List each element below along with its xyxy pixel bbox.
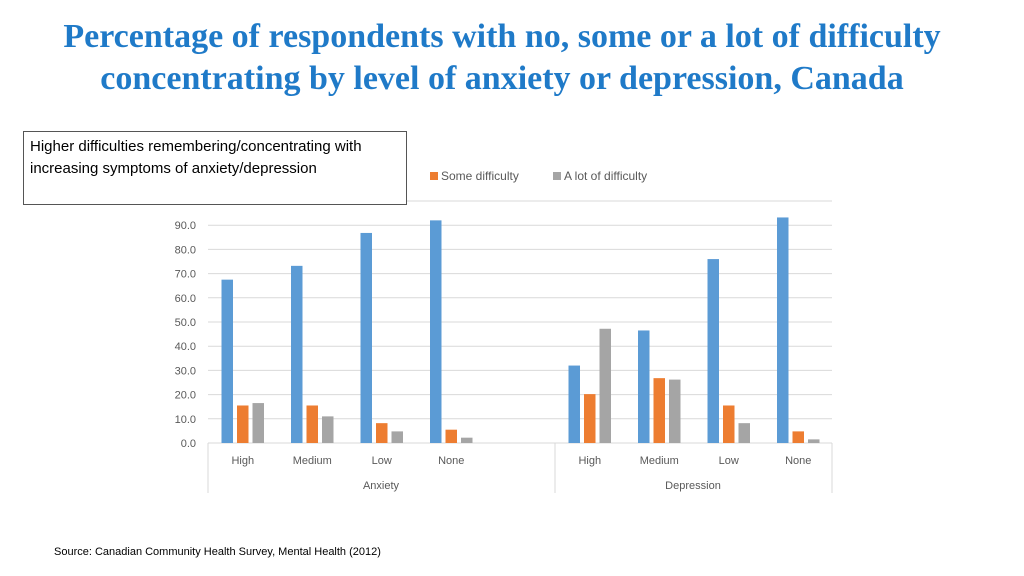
bar (792, 431, 804, 443)
bar (808, 439, 820, 443)
bar (669, 379, 681, 443)
bar (360, 232, 372, 443)
category-label: Medium (640, 455, 679, 467)
y-tick-label: 0.0 (181, 438, 196, 450)
series-a-lot-of-difficulty (252, 328, 820, 443)
bar (445, 429, 457, 443)
category-label: High (231, 455, 254, 467)
bar (707, 259, 719, 443)
group-label: Anxiety (363, 480, 400, 492)
bars (221, 217, 820, 443)
bar (777, 217, 789, 443)
bar (638, 330, 650, 443)
x-axis: High Medium Low None Anxiety High Medium Low Non… (207, 443, 833, 493)
category-label: None (785, 455, 811, 467)
grid-lines (208, 200, 832, 444)
y-tick-label: 60.0 (175, 293, 196, 305)
bar (376, 423, 388, 443)
bar (252, 403, 264, 443)
category-label: Medium (293, 455, 332, 467)
category-label: None (438, 455, 464, 467)
chart-title: Percentage of respondents with no, some … (63, 18, 941, 97)
bar (584, 394, 596, 443)
legend-label: A lot of difficulty (564, 169, 647, 183)
bar (391, 431, 403, 443)
bar (461, 437, 473, 443)
bar (306, 405, 318, 443)
y-tick-label: 20.0 (175, 390, 196, 402)
bar (322, 416, 334, 443)
y-tick-label: 40.0 (175, 341, 196, 353)
bar (723, 405, 735, 443)
bar (221, 279, 233, 443)
callout-box: Higher difficulties remembering/concentr… (23, 131, 407, 205)
bar (430, 220, 442, 443)
bar (599, 328, 611, 443)
category-label: Low (719, 455, 739, 467)
y-tick-label: 10.0 (175, 414, 196, 426)
category-label: High (578, 455, 601, 467)
group-label: Depression (665, 480, 721, 492)
bar (568, 365, 580, 443)
legend-swatch (430, 172, 438, 180)
bar (738, 423, 750, 443)
bar (291, 265, 303, 443)
y-axis-ticks: 0.0 10.0 20.0 30.0 40.0 50.0 60.0 70.0 80.0 90.0 (175, 220, 196, 450)
category-label: Low (372, 455, 392, 467)
bar (237, 405, 249, 443)
series-some-difficulty (237, 378, 804, 443)
y-tick-label: 70.0 (175, 269, 196, 281)
bar (653, 378, 665, 443)
y-tick-label: 50.0 (175, 317, 196, 329)
y-tick-label: 80.0 (175, 244, 196, 256)
legend-swatch (553, 172, 561, 180)
series-no-difficulty (221, 217, 789, 443)
y-tick-label: 90.0 (175, 220, 196, 232)
y-tick-label: 30.0 (175, 365, 196, 377)
source-note: Source: Canadian Community Health Survey… (54, 546, 381, 558)
legend-label: Some difficulty (441, 169, 519, 183)
